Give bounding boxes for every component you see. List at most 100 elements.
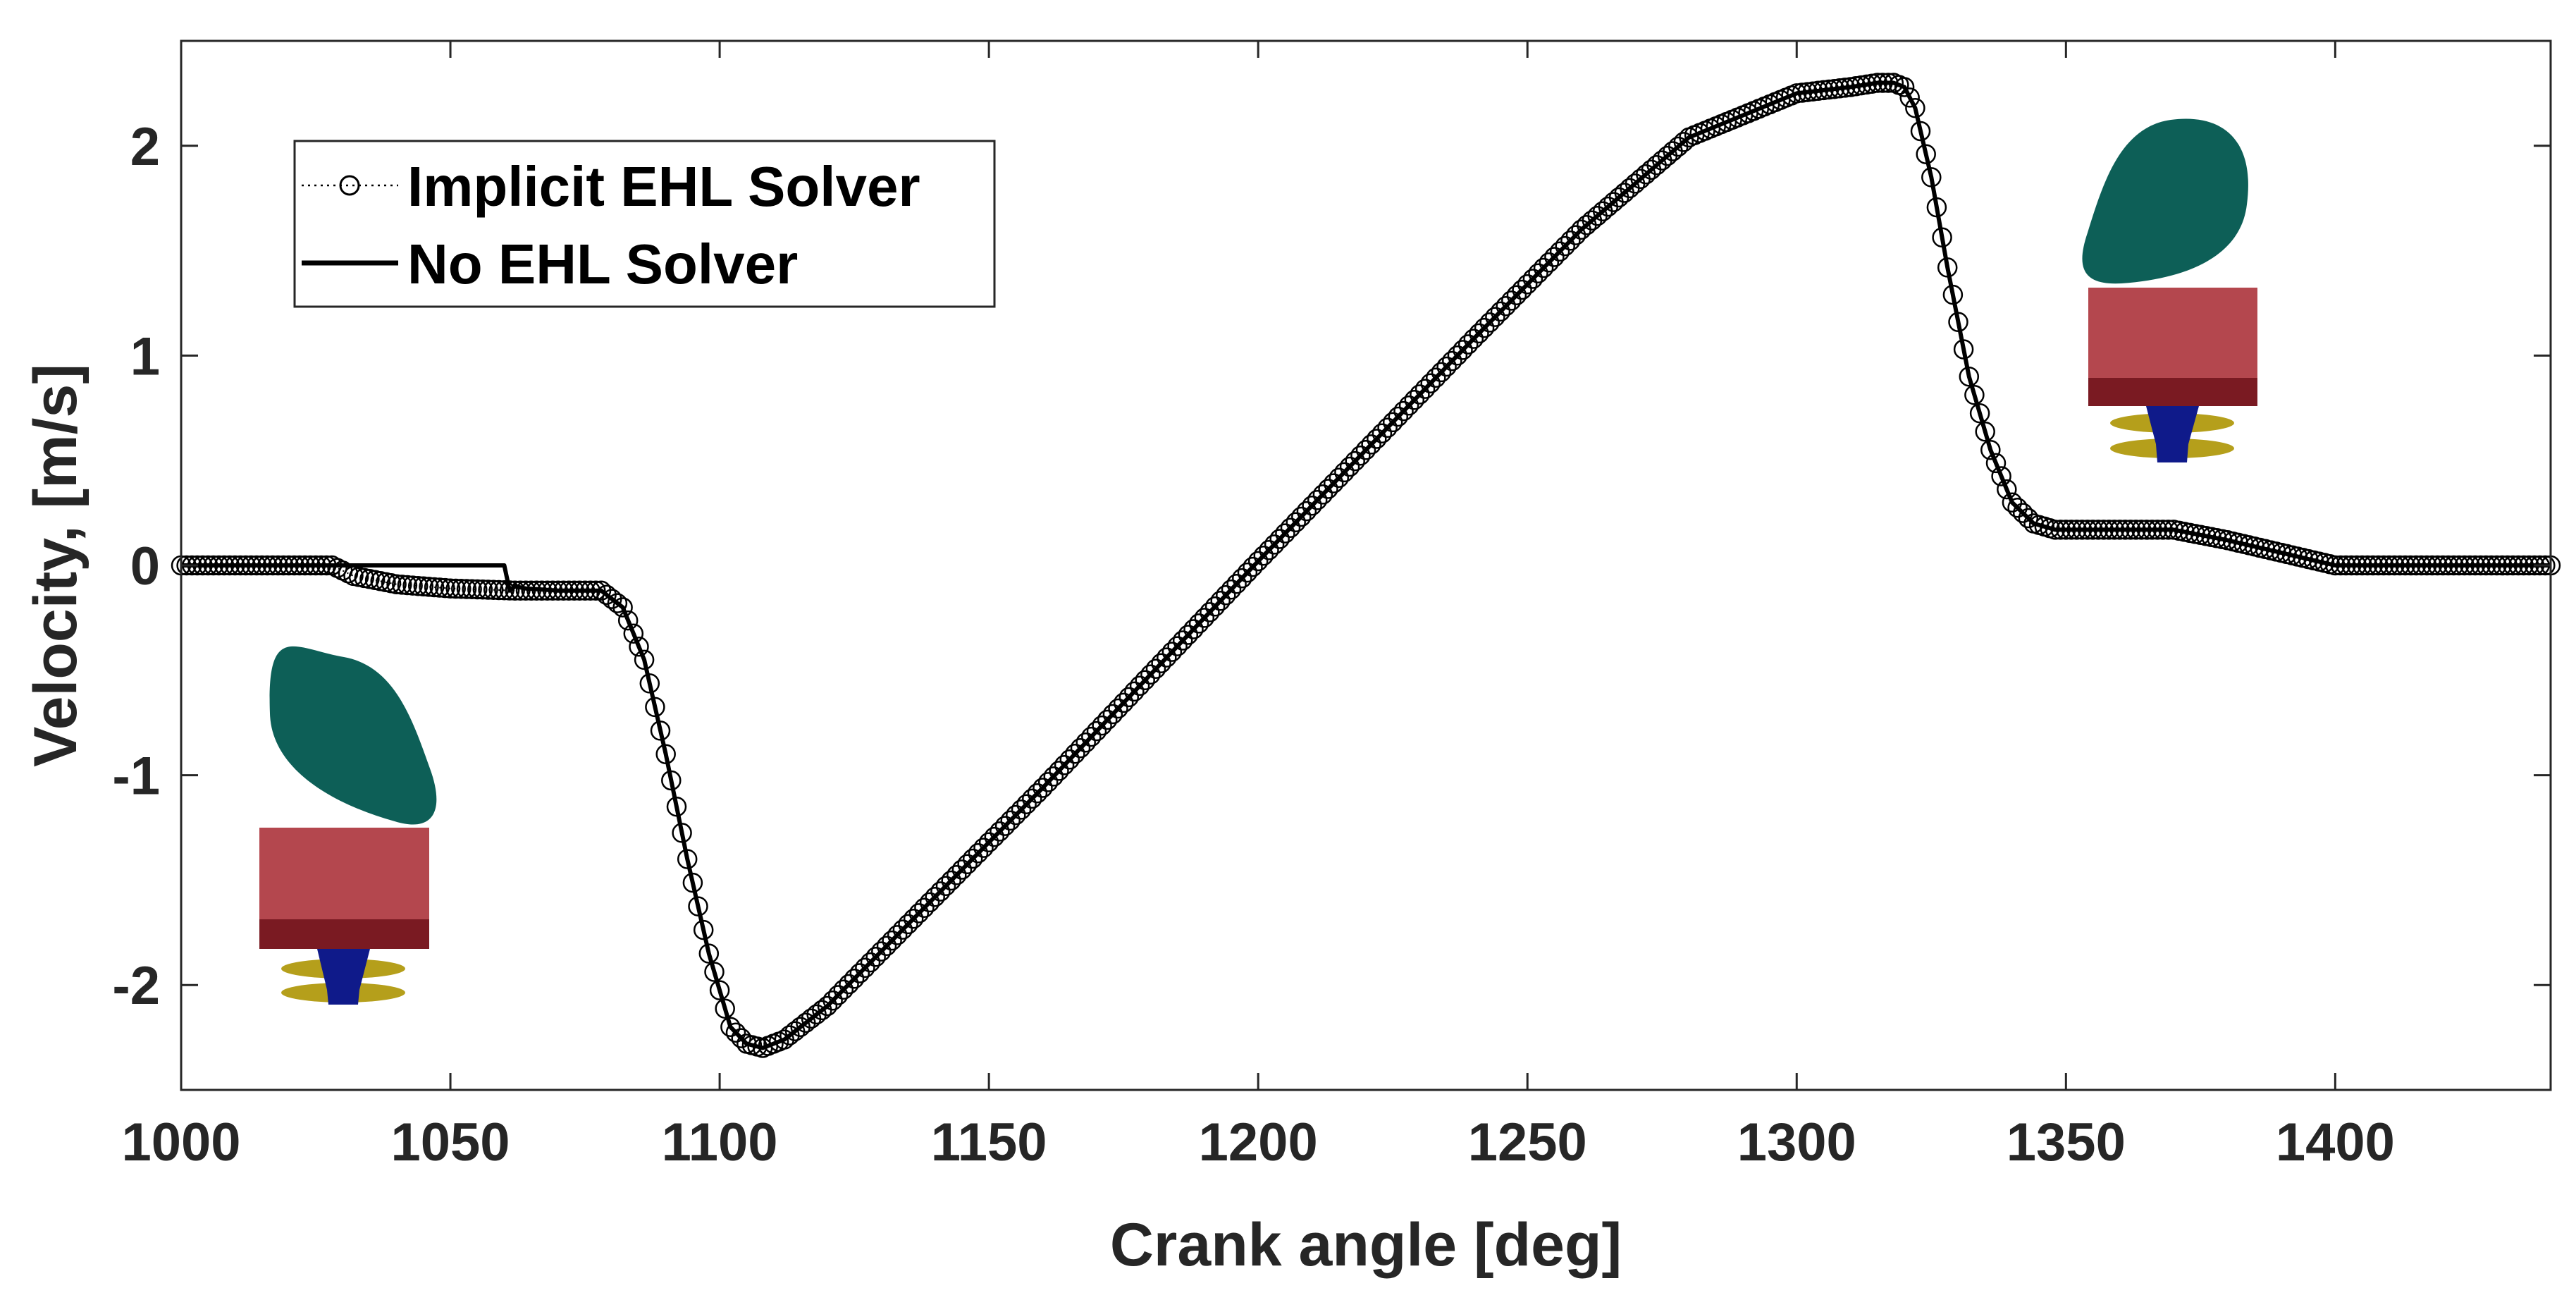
data-point-implicit-ehl (305, 555, 326, 576)
data-point-implicit-ehl (1673, 132, 1694, 152)
data-point-implicit-ehl (2503, 555, 2523, 576)
data-point-implicit-ehl (2071, 520, 2093, 540)
data-point-implicit-ehl (968, 843, 989, 864)
data-point-implicit-ehl (1501, 290, 1522, 311)
data-point-implicit-ehl (2147, 520, 2168, 540)
data-point-implicit-ehl (715, 998, 735, 1019)
data-point-implicit-ehl (1178, 625, 1199, 645)
data-point-implicit-ehl (1533, 257, 1554, 278)
data-point-implicit-ehl (2460, 555, 2480, 576)
data-point-implicit-ehl (2422, 555, 2443, 576)
data-point-implicit-ehl (2077, 520, 2098, 540)
data-point-implicit-ehl (2476, 555, 2496, 576)
data-point-implicit-ehl (494, 580, 514, 601)
data-point-implicit-ehl (1172, 630, 1193, 651)
data-point-implicit-ehl (962, 848, 983, 869)
data-point-implicit-ehl (488, 580, 510, 601)
data-point-implicit-ehl (2384, 555, 2405, 576)
data-point-implicit-ehl (2104, 520, 2125, 540)
data-point-implicit-ehl (419, 577, 439, 597)
data-point-implicit-ehl (1932, 227, 1952, 248)
data-point-implicit-ehl (1420, 373, 1441, 393)
data-point-implicit-ehl (1361, 434, 1381, 455)
data-point-implicit-ehl (2142, 520, 2162, 540)
data-point-implicit-ehl (580, 580, 600, 601)
data-point-implicit-ehl (472, 579, 493, 600)
data-point-implicit-ehl (402, 575, 423, 596)
data-point-implicit-ehl (1216, 585, 1236, 606)
data-point-implicit-ehl (2136, 520, 2157, 540)
y-axis-label: Velocity, [m/s] (22, 364, 90, 767)
legend: Implicit EHL Solver No EHL Solver (293, 140, 996, 308)
data-point-implicit-ehl (2050, 520, 2071, 540)
data-point-implicit-ehl (2465, 555, 2486, 576)
data-point-implicit-ehl (542, 580, 563, 601)
data-point-implicit-ehl (1016, 794, 1037, 814)
data-point-implicit-ehl (1372, 423, 1393, 443)
data-point-implicit-ehl (1291, 506, 1312, 527)
data-point-implicit-ehl (930, 881, 951, 902)
data-point-implicit-ehl (2152, 520, 2174, 540)
data-point-implicit-ehl (617, 610, 639, 631)
data-point-implicit-ehl (1000, 810, 1021, 831)
data-point-implicit-ehl (849, 963, 870, 983)
data-point-implicit-ehl (235, 555, 256, 576)
data-point-implicit-ehl (392, 575, 412, 595)
data-point-implicit-ehl (1442, 350, 1462, 372)
data-point-implicit-ehl (1334, 462, 1355, 483)
data-point-implicit-ehl (300, 555, 321, 576)
data-point-implicit-ehl (855, 957, 875, 979)
data-point-implicit-ehl (230, 555, 251, 576)
data-point-implicit-ehl (1905, 97, 1925, 118)
data-point-implicit-ehl (1522, 269, 1543, 289)
x-tick-label: 1000 (121, 1112, 240, 1172)
data-point-implicit-ehl (1323, 473, 1344, 493)
data-point-implicit-ehl (1496, 295, 1516, 317)
data-point-implicit-ehl (1312, 484, 1333, 505)
data-point-implicit-ehl (672, 823, 692, 843)
data-point-implicit-ehl (278, 555, 300, 576)
data-point-implicit-ehl (2427, 555, 2448, 576)
data-point-implicit-ehl (1269, 529, 1290, 549)
data-point-implicit-ehl (2379, 555, 2400, 576)
data-point-implicit-ehl (698, 943, 720, 964)
data-point-implicit-ehl (1151, 653, 1171, 673)
data-point-implicit-ehl (865, 947, 886, 967)
data-point-implicit-ehl (1474, 317, 1495, 338)
data-point-implicit-ehl (1043, 766, 1064, 787)
data-point-implicit-ehl (1479, 312, 1500, 333)
data-point-implicit-ehl (1243, 556, 1263, 577)
data-point-implicit-ehl (822, 990, 843, 1011)
data-point-implicit-ehl (1867, 73, 1888, 93)
data-point-implicit-ehl (1824, 78, 1845, 99)
data-point-implicit-ehl (725, 1022, 746, 1043)
data-point-implicit-ehl (262, 555, 283, 576)
data-point-implicit-ehl (693, 919, 714, 940)
data-point-implicit-ehl (935, 876, 956, 896)
data-point-implicit-ehl (1264, 534, 1285, 555)
data-point-implicit-ehl (634, 649, 655, 670)
data-point-implicit-ehl (1183, 619, 1204, 639)
data-point-implicit-ehl (2158, 520, 2178, 540)
data-point-implicit-ehl (2362, 555, 2384, 576)
data-point-implicit-ehl (1367, 429, 1387, 449)
data-point-implicit-ehl (586, 580, 606, 601)
legend-label-implicit: Implicit EHL Solver (407, 155, 920, 218)
data-point-implicit-ehl (2405, 555, 2427, 576)
data-point-implicit-ehl (892, 919, 913, 940)
data-point-implicit-ehl (990, 821, 1010, 842)
data-point-implicit-ehl (1565, 225, 1586, 245)
data-point-implicit-ehl (574, 580, 596, 601)
x-tick-label: 1300 (1737, 1112, 1856, 1172)
data-point-implicit-ehl (1113, 692, 1134, 713)
data-point-implicit-ehl (1458, 334, 1479, 355)
data-point-implicit-ehl (860, 952, 881, 973)
data-point-implicit-ehl (2513, 555, 2534, 576)
data-point-implicit-ehl (720, 1017, 741, 1037)
data-point-implicit-ehl (827, 985, 849, 1005)
data-point-implicit-ehl (1980, 440, 2001, 460)
data-point-implicit-ehl (1835, 78, 1856, 98)
tappet-body-right (2088, 288, 2257, 378)
data-point-implicit-ehl (246, 555, 267, 576)
data-point-implicit-ehl (197, 555, 218, 576)
